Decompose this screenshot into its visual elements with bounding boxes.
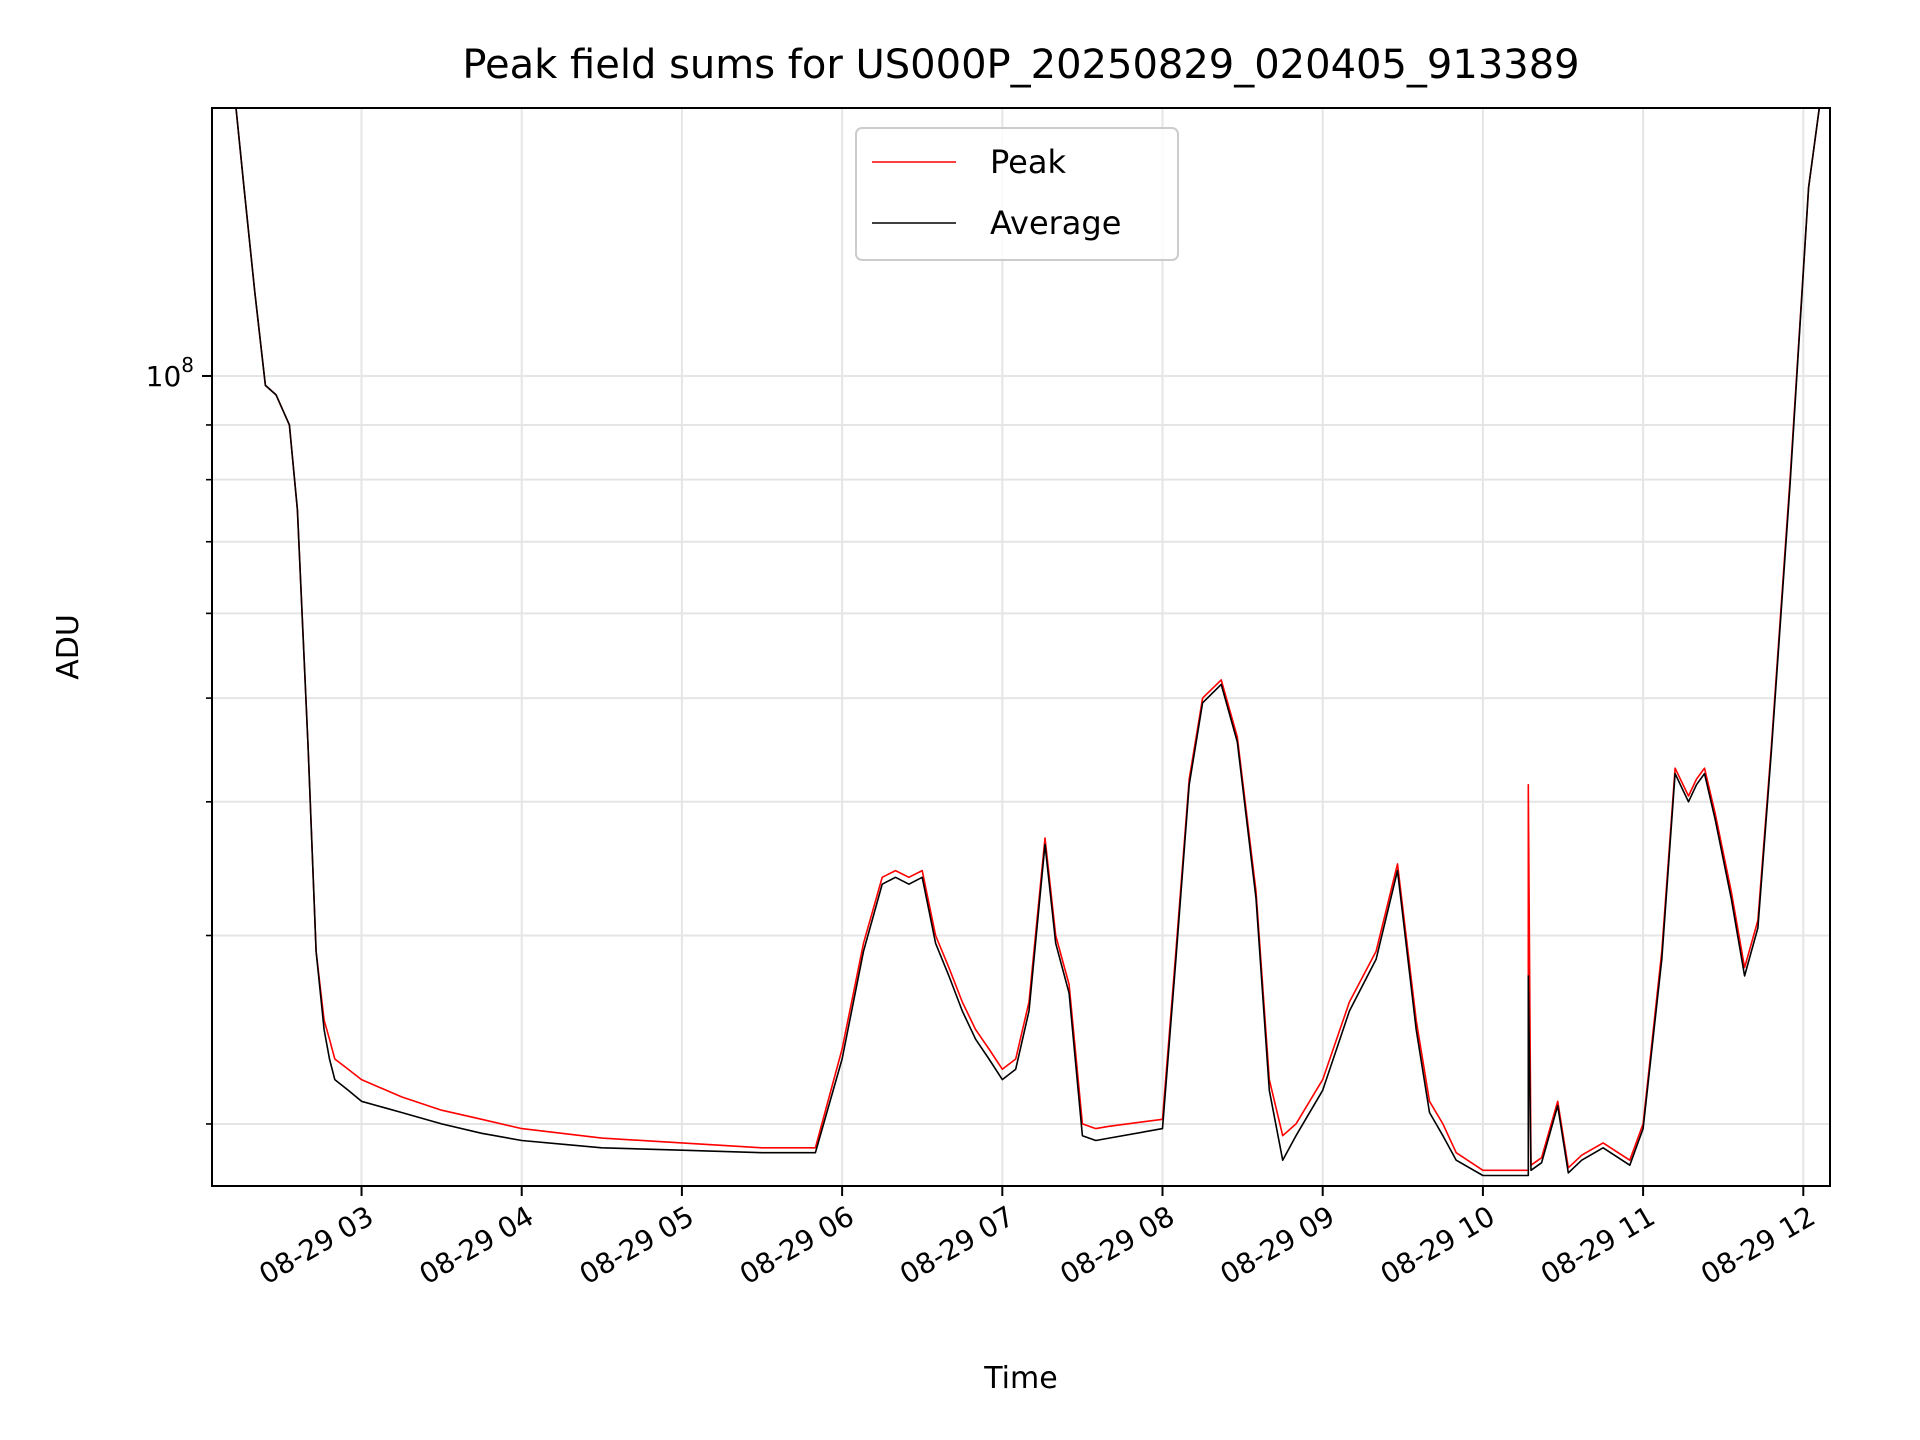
legend-label-average: Average xyxy=(990,204,1121,242)
y-axis-label: ADU xyxy=(51,614,86,680)
y-tick-label: 108 xyxy=(146,353,194,393)
chart-title: Peak field sums for US000P_20250829_0204… xyxy=(462,42,1579,88)
series-layer xyxy=(212,108,1821,1177)
grid xyxy=(212,108,1830,1186)
plot-frame xyxy=(211,107,1831,1187)
series-line-average xyxy=(212,108,1821,1177)
legend: Peak Average xyxy=(855,127,1179,261)
legend-label-peak: Peak xyxy=(990,143,1066,181)
x-axis-label: Time xyxy=(983,1361,1057,1396)
legend-box xyxy=(855,127,1179,261)
